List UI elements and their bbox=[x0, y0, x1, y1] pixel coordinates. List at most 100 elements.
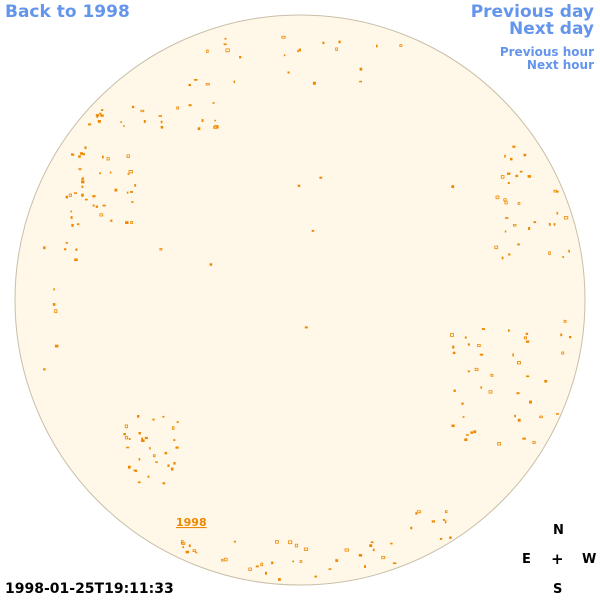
feature-marker bbox=[431, 520, 435, 523]
feature-marker bbox=[563, 319, 567, 323]
feature-marker bbox=[311, 229, 315, 232]
feature-marker bbox=[523, 153, 527, 157]
feature-marker bbox=[188, 104, 192, 107]
feature-marker bbox=[452, 351, 456, 355]
feature-marker bbox=[278, 578, 281, 581]
feature-marker bbox=[70, 216, 73, 219]
feature-marker bbox=[182, 546, 184, 549]
feature-marker bbox=[517, 360, 521, 365]
feature-marker bbox=[372, 548, 375, 552]
feature-marker bbox=[192, 549, 196, 553]
feature-marker bbox=[515, 174, 519, 178]
feature-marker bbox=[495, 195, 500, 200]
feature-marker bbox=[134, 184, 137, 187]
feature-marker bbox=[128, 169, 133, 174]
feature-marker bbox=[65, 195, 68, 199]
feature-marker bbox=[223, 557, 228, 562]
feature-marker bbox=[100, 114, 104, 117]
feature-marker bbox=[155, 461, 158, 463]
feature-marker bbox=[123, 433, 126, 436]
feature-marker bbox=[466, 434, 469, 436]
feature-marker bbox=[322, 41, 325, 45]
next-day-link[interactable]: Next day bbox=[509, 19, 594, 39]
feature-marker bbox=[175, 446, 179, 449]
feature-marker bbox=[265, 571, 267, 575]
next-hour-link[interactable]: Next hour bbox=[526, 58, 594, 72]
feature-marker bbox=[52, 303, 56, 306]
feature-marker bbox=[239, 55, 242, 59]
feature-marker bbox=[283, 54, 286, 57]
feature-marker bbox=[507, 172, 511, 175]
feature-marker bbox=[514, 414, 516, 418]
feature-marker bbox=[73, 192, 78, 194]
feature-marker bbox=[99, 112, 102, 115]
feature-marker bbox=[260, 562, 264, 567]
feature-marker bbox=[214, 119, 216, 122]
feature-marker bbox=[461, 402, 464, 405]
feature-marker bbox=[297, 49, 299, 53]
feature-marker bbox=[508, 329, 510, 332]
feature-marker bbox=[477, 344, 481, 347]
feature-marker bbox=[128, 465, 131, 469]
feature-marker bbox=[501, 256, 504, 260]
region-year-label[interactable]: 1998 bbox=[176, 516, 207, 529]
feature-marker bbox=[335, 559, 339, 562]
feature-marker bbox=[138, 458, 141, 461]
feature-marker bbox=[78, 167, 82, 171]
feature-marker bbox=[359, 80, 362, 83]
feature-marker bbox=[97, 120, 101, 123]
feature-marker bbox=[138, 432, 141, 435]
feature-marker bbox=[160, 125, 164, 129]
previous-day-link[interactable]: Previous day bbox=[470, 2, 594, 22]
feature-marker bbox=[43, 246, 46, 250]
feature-marker bbox=[505, 217, 509, 219]
feature-marker bbox=[328, 568, 332, 570]
feature-marker bbox=[319, 176, 323, 179]
feature-marker bbox=[64, 248, 67, 251]
feature-marker bbox=[176, 106, 180, 110]
feature-marker bbox=[392, 562, 397, 565]
feature-marker bbox=[72, 153, 75, 156]
feature-marker bbox=[519, 170, 523, 173]
feature-marker bbox=[416, 510, 422, 514]
feature-marker bbox=[449, 536, 452, 539]
solar-disk bbox=[14, 14, 586, 586]
feature-marker bbox=[214, 125, 219, 129]
feature-marker bbox=[490, 373, 494, 377]
feature-marker bbox=[70, 210, 73, 213]
feature-marker bbox=[92, 204, 95, 207]
previous-hour-link[interactable]: Previous hour bbox=[499, 45, 594, 59]
feature-marker bbox=[132, 105, 135, 109]
feature-marker bbox=[522, 437, 526, 440]
feature-marker bbox=[504, 230, 507, 233]
feature-marker bbox=[95, 205, 99, 208]
feature-marker bbox=[78, 155, 81, 158]
feature-marker bbox=[109, 171, 112, 174]
back-to-year-link[interactable]: Back to 1998 bbox=[5, 2, 130, 22]
feature-marker bbox=[54, 309, 58, 314]
feature-marker bbox=[81, 185, 84, 188]
feature-marker bbox=[488, 390, 493, 394]
feature-marker bbox=[314, 575, 317, 578]
feature-marker bbox=[480, 386, 483, 389]
feature-marker bbox=[381, 556, 386, 560]
feature-marker bbox=[84, 146, 87, 149]
feature-marker bbox=[75, 248, 78, 251]
feature-marker bbox=[526, 375, 530, 378]
feature-marker bbox=[376, 44, 378, 48]
feature-marker bbox=[225, 48, 230, 53]
feature-marker bbox=[462, 416, 465, 418]
feature-marker bbox=[510, 157, 513, 161]
compass-west: W bbox=[582, 552, 597, 567]
feature-marker bbox=[553, 223, 556, 226]
feature-marker bbox=[160, 120, 163, 124]
feature-marker bbox=[81, 177, 84, 180]
feature-marker bbox=[43, 368, 46, 371]
feature-marker bbox=[561, 351, 565, 355]
feature-marker bbox=[474, 367, 479, 371]
feature-marker bbox=[442, 519, 446, 521]
feature-marker bbox=[533, 221, 537, 224]
feature-marker bbox=[131, 201, 134, 203]
feature-marker bbox=[133, 469, 137, 472]
